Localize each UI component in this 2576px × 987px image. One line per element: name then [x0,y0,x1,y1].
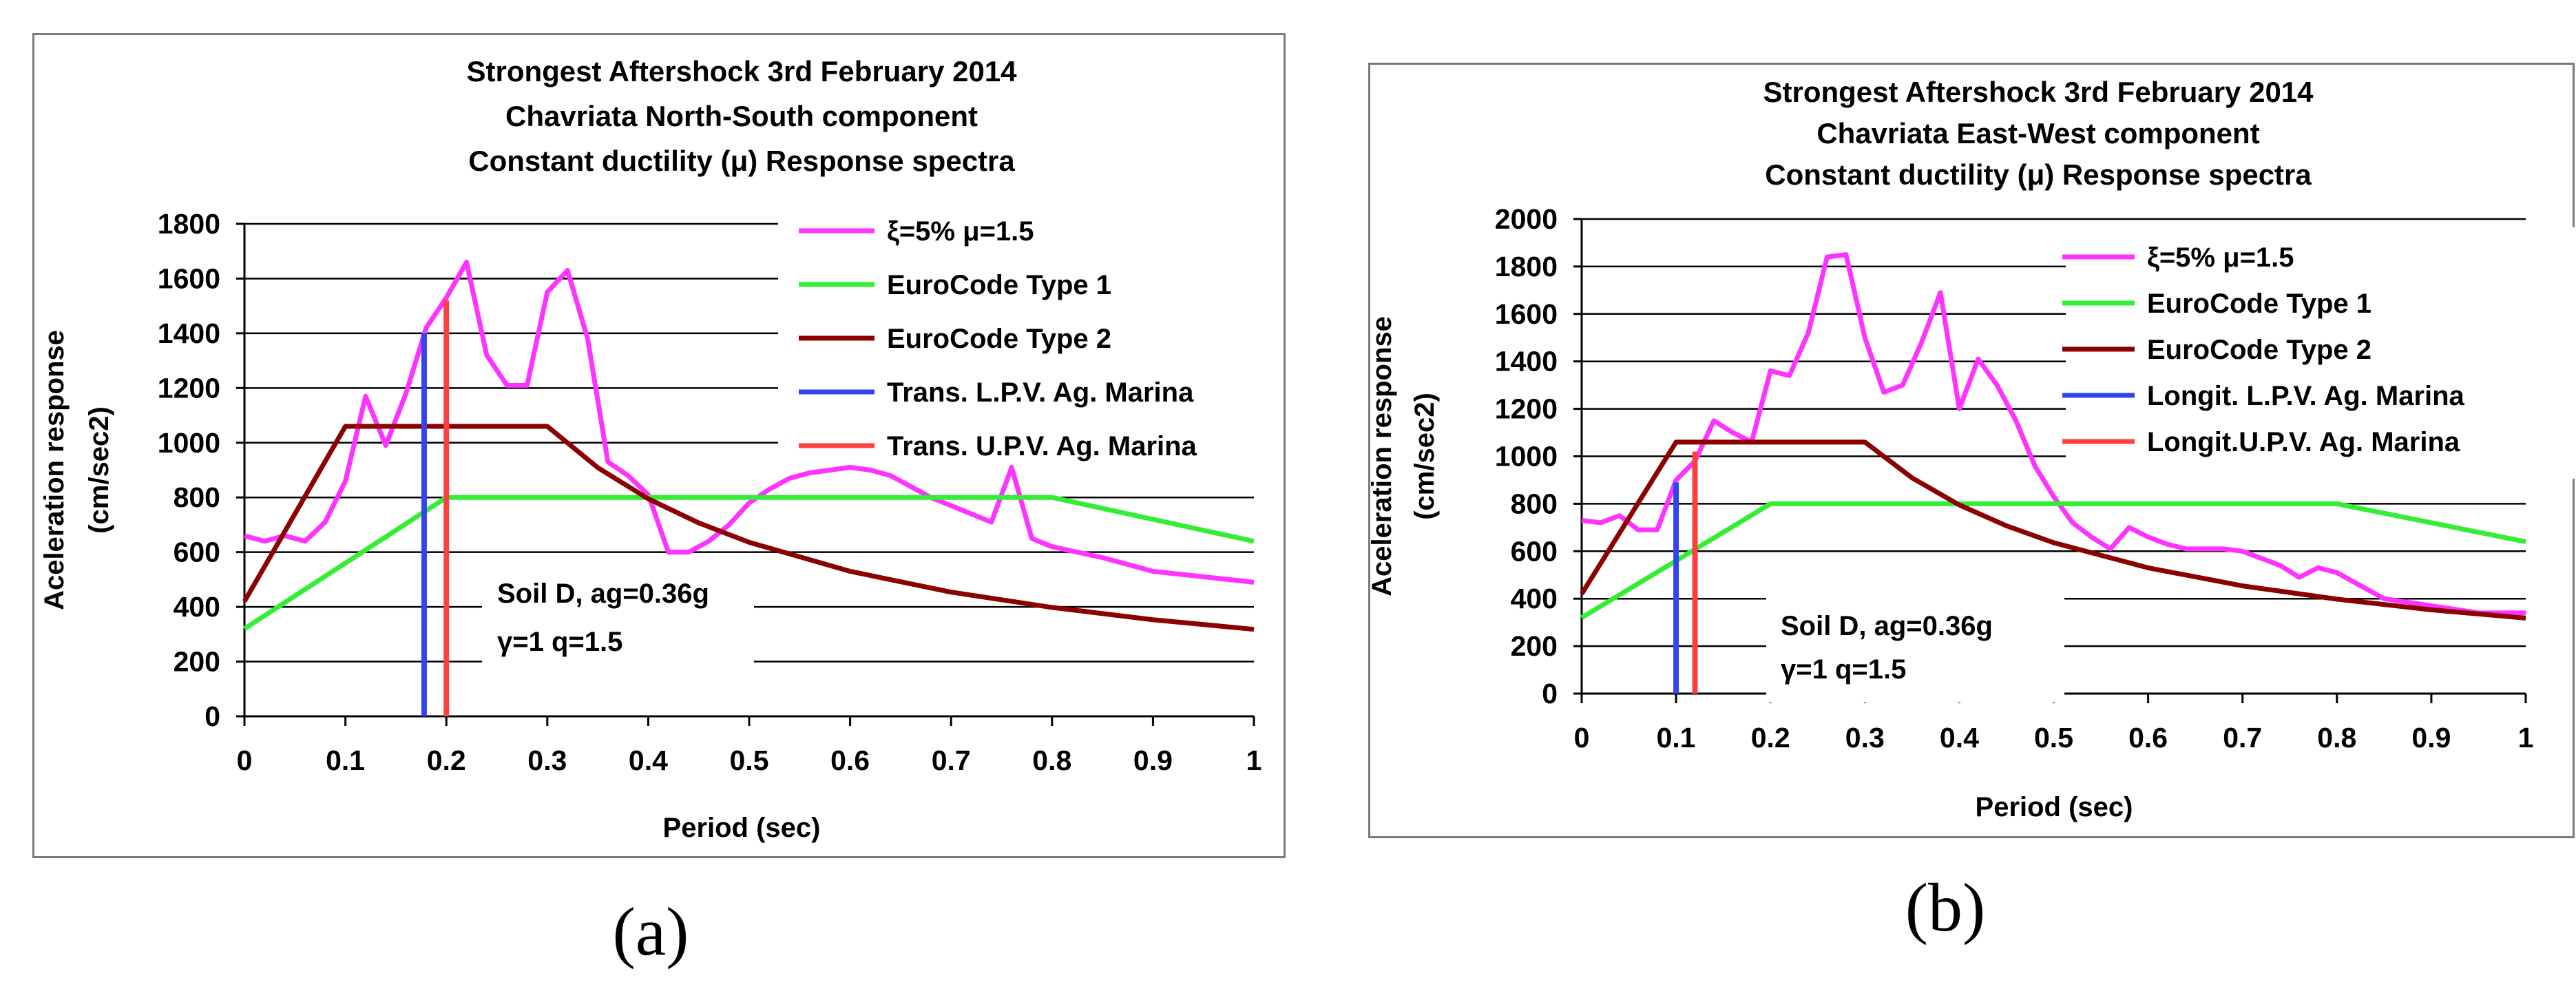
legend-label: EuroCode Type 1 [2147,289,2371,319]
y-tick-label: 1000 [1495,441,1558,472]
x-tick-label: 0.6 [2128,722,2168,754]
y-tick-label: 600 [1511,535,1558,567]
chart-title: Strongest Aftershock 3rd February 2014 [466,55,1017,87]
annotation-mask [1766,592,2064,703]
y-tick-label: 800 [174,481,220,513]
x-tick-label: 0.1 [1657,722,1696,754]
y-tick-label: 600 [174,537,220,568]
x-tick-label: 0.3 [1845,722,1885,754]
x-tick-label: 0.7 [2223,722,2262,754]
y-tick-label: 0 [1542,678,1558,709]
legend-label: EuroCode Type 1 [887,270,1111,300]
chart-svg-b: 0 0.1 0.2 0.3 0.4 0.5 0.6 0.7 0.8 0.9 1 0 200 400 600 8… [1367,76,2575,822]
annotation-text: γ=1 q=1.5 [1781,654,1906,685]
legend-box [778,200,1281,448]
annotation-mask [482,561,754,682]
legend-box [2066,227,2575,479]
y-tick-label: 0 [205,700,220,732]
x-tick-label: 0.8 [2317,722,2356,754]
chart-title: Chavriata East-West component [1816,117,2259,149]
legend-label: Longit. L.P.V. Ag. Marina [2147,381,2465,411]
panel-label-a: (a) [612,893,689,970]
chart-title: Chavriata North-South component [505,100,978,132]
x-tick-label: 0.2 [427,745,466,776]
x-tick-label: 0.5 [730,745,769,776]
x-tick-label: 0.2 [1751,722,1790,754]
x-tick-label: 0.5 [2034,722,2073,754]
legend-label: Trans. U.P.V. Ag. Marina [887,431,1197,461]
legend-label: EuroCode Type 2 [887,324,1111,354]
series-line-1 [1581,252,2526,616]
chart-panel-a: 0 0.1 0.2 0.3 0.4 0.5 0.6 0.7 0.8 0.9 1 0 200 400 600 8… [32,33,1286,970]
x-tick-label: 0.6 [830,745,870,776]
legend-label: Trans. L.P.V. Ag. Marina [887,377,1194,408]
y-tick-label: 1200 [158,372,220,404]
y-tick-label: 1800 [1495,251,1558,282]
legend-label: ξ=5% μ=1.5 [887,216,1034,247]
x-tick-label: 0.4 [629,745,668,776]
x-tick-label: 0.8 [1032,745,1071,776]
x-tick-label: 0 [237,745,253,776]
legend-label: EuroCode Type 2 [2147,335,2371,365]
chart-frame-a [32,33,1286,858]
x-tick-label: 0.4 [1940,722,1979,754]
y-tick-label: 1600 [1495,298,1558,330]
x-tick-label: 0.9 [1133,745,1173,776]
series-line-2 [1580,501,2526,620]
series-line-3 [242,424,1255,632]
chart-title: Strongest Aftershock 3rd February 2014 [1763,76,2314,108]
y-tick-label: 1400 [158,318,220,349]
legend-label: Longit.U.P.V. Ag. Marina [2147,427,2460,457]
y-axis-label-units: (cm/sec2) [84,406,114,534]
y-tick-label: 1800 [158,208,220,240]
annotation-text: γ=1 q=1.5 [497,627,622,657]
y-tick-label: 1600 [158,262,220,294]
y-axis-label-units: (cm/sec2) [1410,393,1440,520]
x-tick-label: 1 [2518,722,2534,754]
y-tick-label: 2000 [1495,203,1558,235]
y-axis-label: Aceleration response [39,330,70,610]
x-tick-label: 0 [1574,722,1590,754]
x-axis-label: Period (sec) [1976,792,2133,822]
y-tick-label: 200 [1511,630,1558,662]
series-line-2 [243,495,1255,631]
chart-title: Constant ductility (μ) Response spectra [468,145,1015,177]
y-tick-label: 800 [1511,488,1558,519]
x-tick-label: 0.7 [932,745,971,776]
legend-label: ξ=5% μ=1.5 [2147,242,2294,273]
chart-panel-b: 0 0.1 0.2 0.3 0.4 0.5 0.6 0.7 0.8 0.9 1 0 200 400 600 8… [1288,0,2576,987]
panel-label-b: (b) [1905,869,1986,946]
y-tick-label: 1200 [1495,393,1558,425]
chart-title: Constant ductility (μ) Response spectra [1765,158,2312,191]
x-tick-label: 0.1 [326,745,365,776]
chart-svg-a: 0 0.1 0.2 0.3 0.4 0.5 0.6 0.7 0.8 0.9 1 0 200 400 600 8… [39,55,1281,843]
y-tick-label: 1400 [1495,346,1558,377]
annotation-text: Soil D, ag=0.36g [497,579,709,609]
series-line-3 [1580,439,2526,621]
y-tick-label: 400 [1511,583,1558,614]
y-axis-label: Aceleration response [1367,316,1397,596]
x-axis-label: Period (sec) [663,813,821,843]
x-tick-label: 0.3 [527,745,567,776]
x-tick-label: 0.9 [2411,722,2451,754]
y-tick-label: 400 [174,591,220,623]
annotation-text: Soil D, ag=0.36g [1781,611,1993,641]
x-tick-label: 1 [1246,745,1262,776]
y-tick-label: 200 [174,646,220,678]
y-tick-label: 1000 [158,427,220,459]
